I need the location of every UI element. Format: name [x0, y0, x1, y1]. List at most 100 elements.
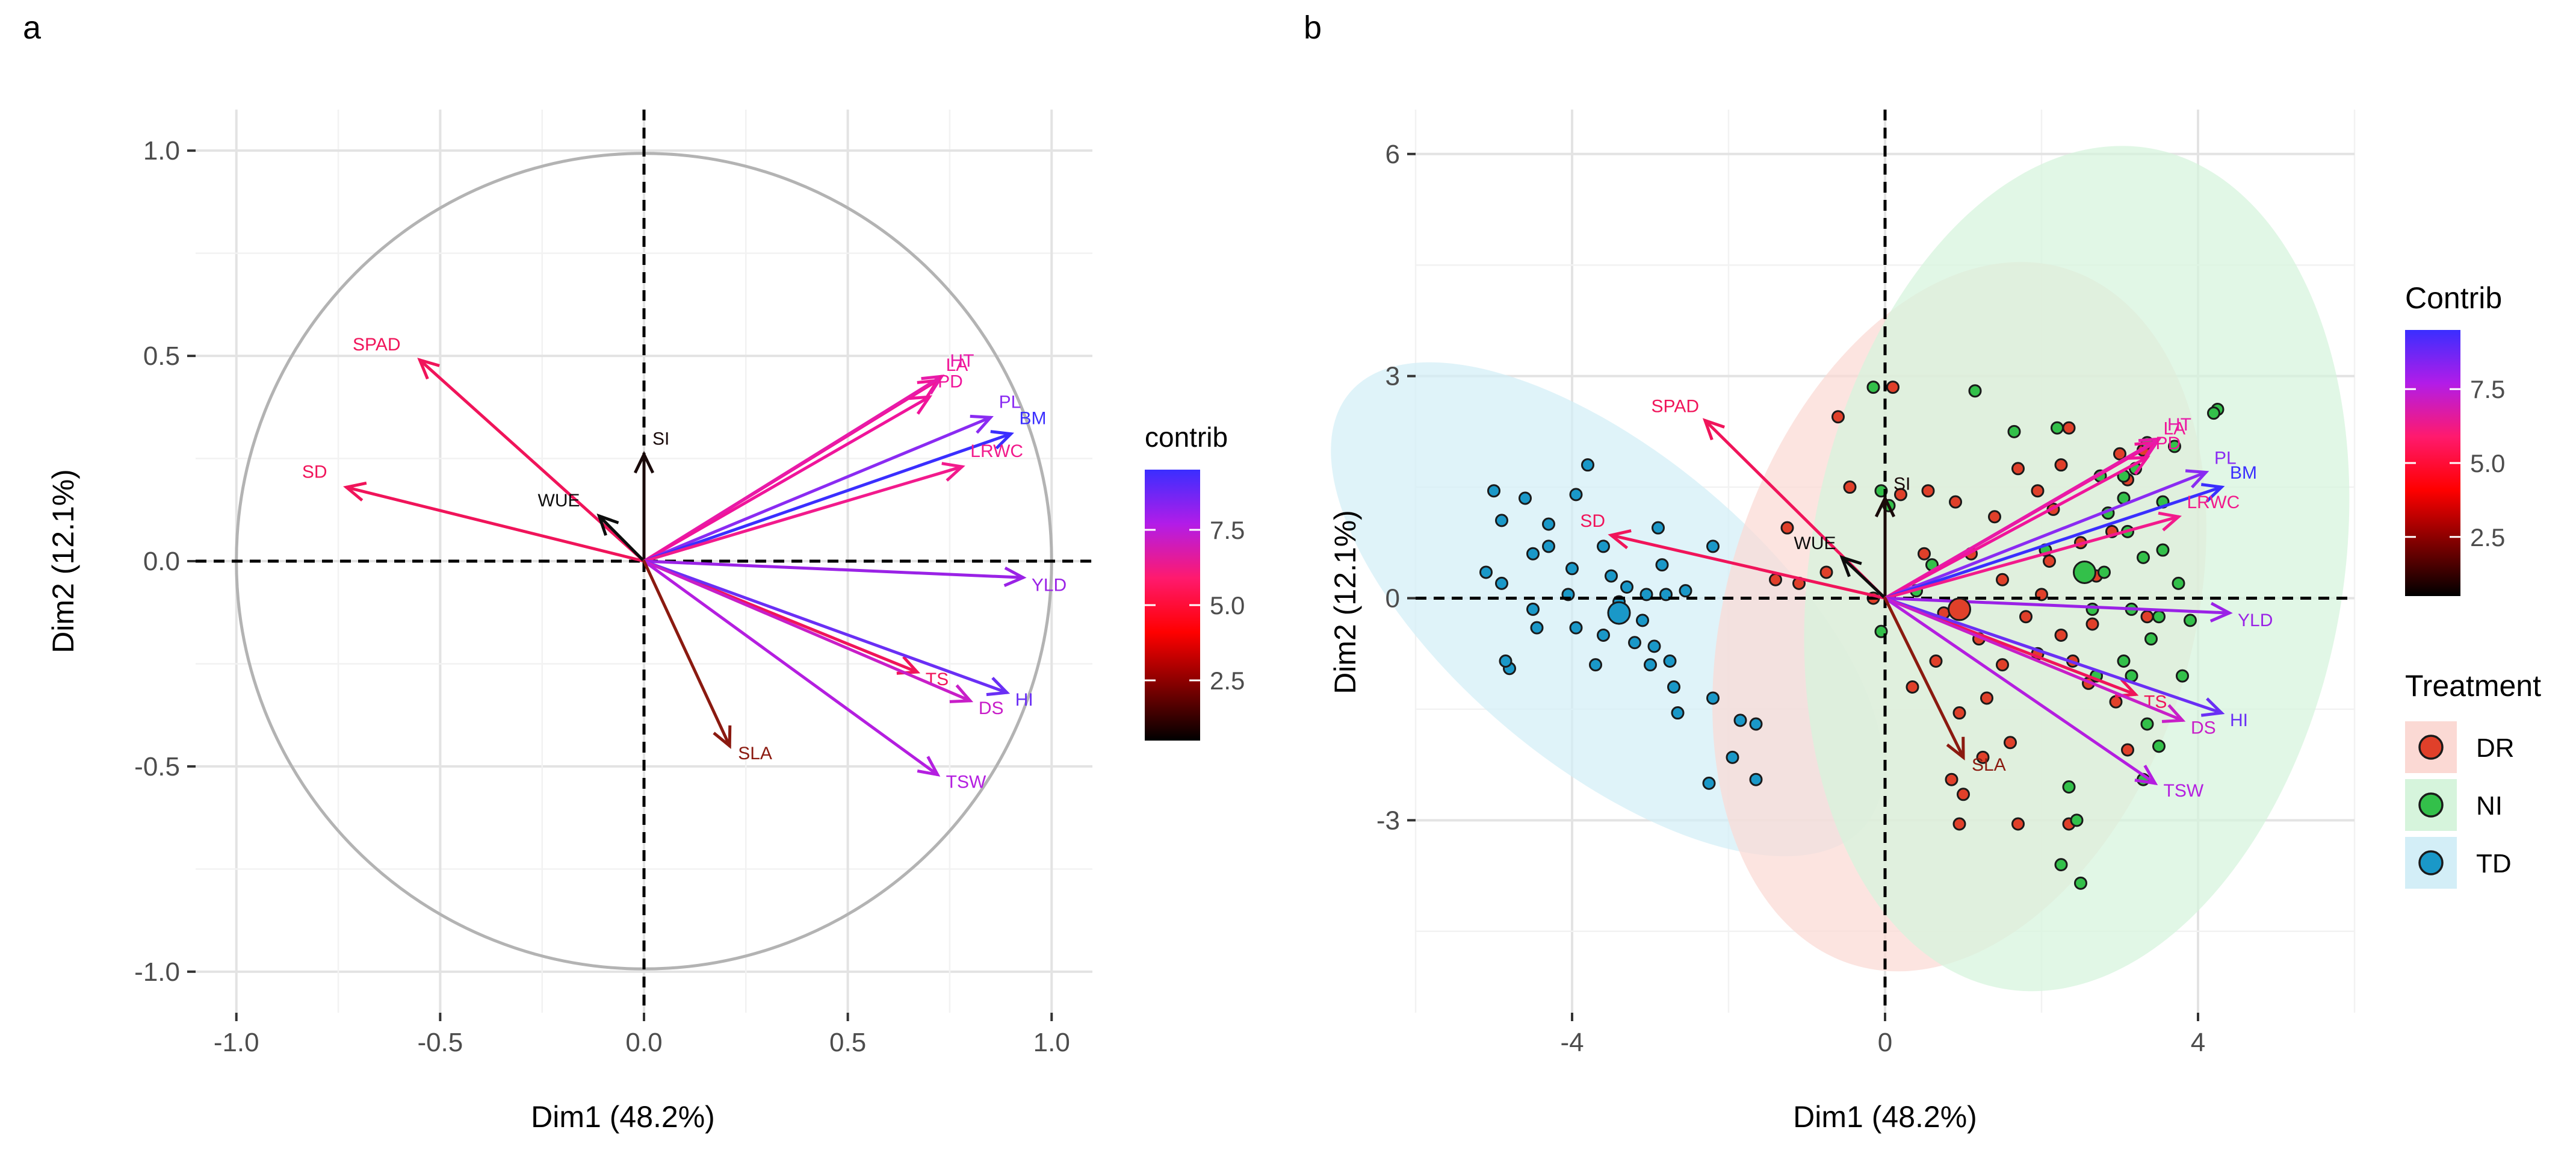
point-ni [2156, 543, 2170, 557]
panel-b-y-axis-label: Dim2 (12.1%) [1328, 510, 1362, 694]
point-dr [1949, 495, 1962, 509]
variable-label-sd: SD [302, 462, 327, 482]
legend-tick-label: 5.0 [2470, 449, 2505, 477]
point-dr [1976, 750, 1990, 764]
point-ni [2062, 780, 2076, 794]
point-td [1542, 539, 1555, 553]
variable-label-bm: BM [2230, 463, 2257, 483]
variable-arrow-ds [642, 559, 974, 703]
variable-label-pl: PL [2214, 448, 2237, 468]
point-td [1749, 717, 1763, 731]
variable-label-wue: WUE [1794, 533, 1836, 553]
point-td [1519, 491, 1532, 505]
variable-arrow-pd [1883, 456, 2150, 600]
treatment-legend-item-ni: NI [2405, 779, 2503, 831]
variable-label-lrwc: LRWC [970, 441, 1023, 461]
variable-arrow-hi [642, 559, 1011, 697]
variable-arrow-lrwc [1883, 511, 2182, 600]
point-dr [2054, 628, 2068, 642]
point-dr [2019, 610, 2033, 624]
panel-a-label: a [23, 10, 42, 46]
point-td [1706, 539, 1720, 553]
variable-label-sd: SD [1580, 511, 1605, 531]
point-td [1526, 547, 1540, 561]
variable-arrow-si [1874, 494, 1896, 600]
variable-label-ds: DS [979, 698, 1004, 718]
treatment-legend-label: NI [2476, 791, 2503, 821]
point-dr [2011, 817, 2025, 831]
variable-label-hi: HI [1015, 690, 1033, 710]
panel-a-contrib-legend: contrib 2.5 5.0 7.5 [1145, 421, 1245, 741]
point-td [1726, 750, 1739, 764]
x-tick-label: 0 [1878, 1028, 1892, 1057]
point-dr [2031, 484, 2045, 498]
variable-arrow-pd [642, 395, 933, 563]
centroid-dr [1948, 597, 1971, 621]
variable-label-bm: BM [1020, 409, 1047, 429]
variable-arrow-sla [1883, 596, 1965, 760]
variable-label-ds: DS [2191, 718, 2216, 738]
treatment-legend-label: DR [2476, 733, 2515, 763]
x-tick-label: 4 [2191, 1028, 2205, 1057]
point-dr [1886, 381, 1899, 394]
point-td [1530, 621, 1544, 635]
variable-arrow-hi [1883, 596, 2225, 717]
centroid-td [1607, 601, 1631, 625]
panel-b-individual-points [1479, 381, 2225, 890]
point-td [1499, 654, 1512, 668]
point-td [1479, 565, 1493, 579]
point-ni [2152, 610, 2166, 624]
legend-tick-label: 2.5 [2470, 523, 2505, 552]
panel-b-treatment-legend-entries: DR NI TD [2405, 721, 2515, 889]
point-td [1526, 602, 1540, 616]
point-td [1495, 514, 1508, 527]
variable-arrow-sla [642, 559, 732, 750]
variable-label-spad: SPAD [1652, 396, 1699, 416]
variable-label-tsw: TSW [2164, 781, 2204, 801]
variable-label-yld: YLD [1032, 575, 1067, 595]
panel-b-treatment-legend-title: Treatment [2405, 669, 2541, 703]
variable-arrow-lrwc [642, 462, 965, 563]
variable-arrow-sd [343, 481, 646, 563]
point-td [1569, 488, 1583, 502]
point-dr [2140, 610, 2154, 624]
x-tick-label: -0.5 [417, 1028, 463, 1057]
x-tick-label: -1.0 [214, 1028, 259, 1057]
point-dr [2004, 736, 2017, 750]
variable-label-si: SI [652, 429, 669, 449]
panel-b-label: b [1304, 10, 1322, 46]
point-dr [2121, 743, 2134, 757]
y-tick-label: 3 [1386, 362, 1400, 391]
y-tick-label: 1.0 [143, 136, 180, 166]
point-dr [2113, 447, 2126, 461]
point-ni [2152, 739, 2166, 753]
point-ni [2184, 614, 2197, 627]
point-dr [1843, 480, 1857, 494]
variable-arrow-ds [1883, 596, 2186, 723]
point-td [1647, 639, 1661, 653]
point-dr [1957, 788, 1970, 801]
point-td [1605, 569, 1618, 583]
point-td [1581, 458, 1594, 472]
panel-a-plot: -1.0 -0.5 0.0 0.5 1.0 -1.0 -0.5 0.0 0.5 1.0 SPAD S… [134, 110, 1092, 1057]
x-tick-label: 0.0 [625, 1028, 662, 1057]
point-td [1639, 588, 1653, 601]
panel-a-y-axis-label: Dim2 (12.1%) [46, 469, 80, 653]
point-td [1655, 558, 1669, 572]
centroid-ni [2073, 560, 2096, 584]
variable-label-wue: WUE [538, 491, 580, 511]
variable-label-spad: SPAD [353, 335, 400, 355]
point-td [1706, 691, 1720, 705]
legend-tick-label: 5.0 [1210, 591, 1245, 620]
point-ni [2137, 550, 2150, 564]
variable-arrow-si [633, 450, 655, 563]
point-dr [1929, 654, 1943, 668]
point-ni [2117, 654, 2131, 668]
panel-b-treatment-legend: Treatment DR NI TD [2405, 669, 2541, 889]
point-td [1667, 680, 1680, 694]
panel-b-contrib-legend-title: Contrib [2405, 281, 2502, 315]
point-ni [2098, 565, 2111, 579]
